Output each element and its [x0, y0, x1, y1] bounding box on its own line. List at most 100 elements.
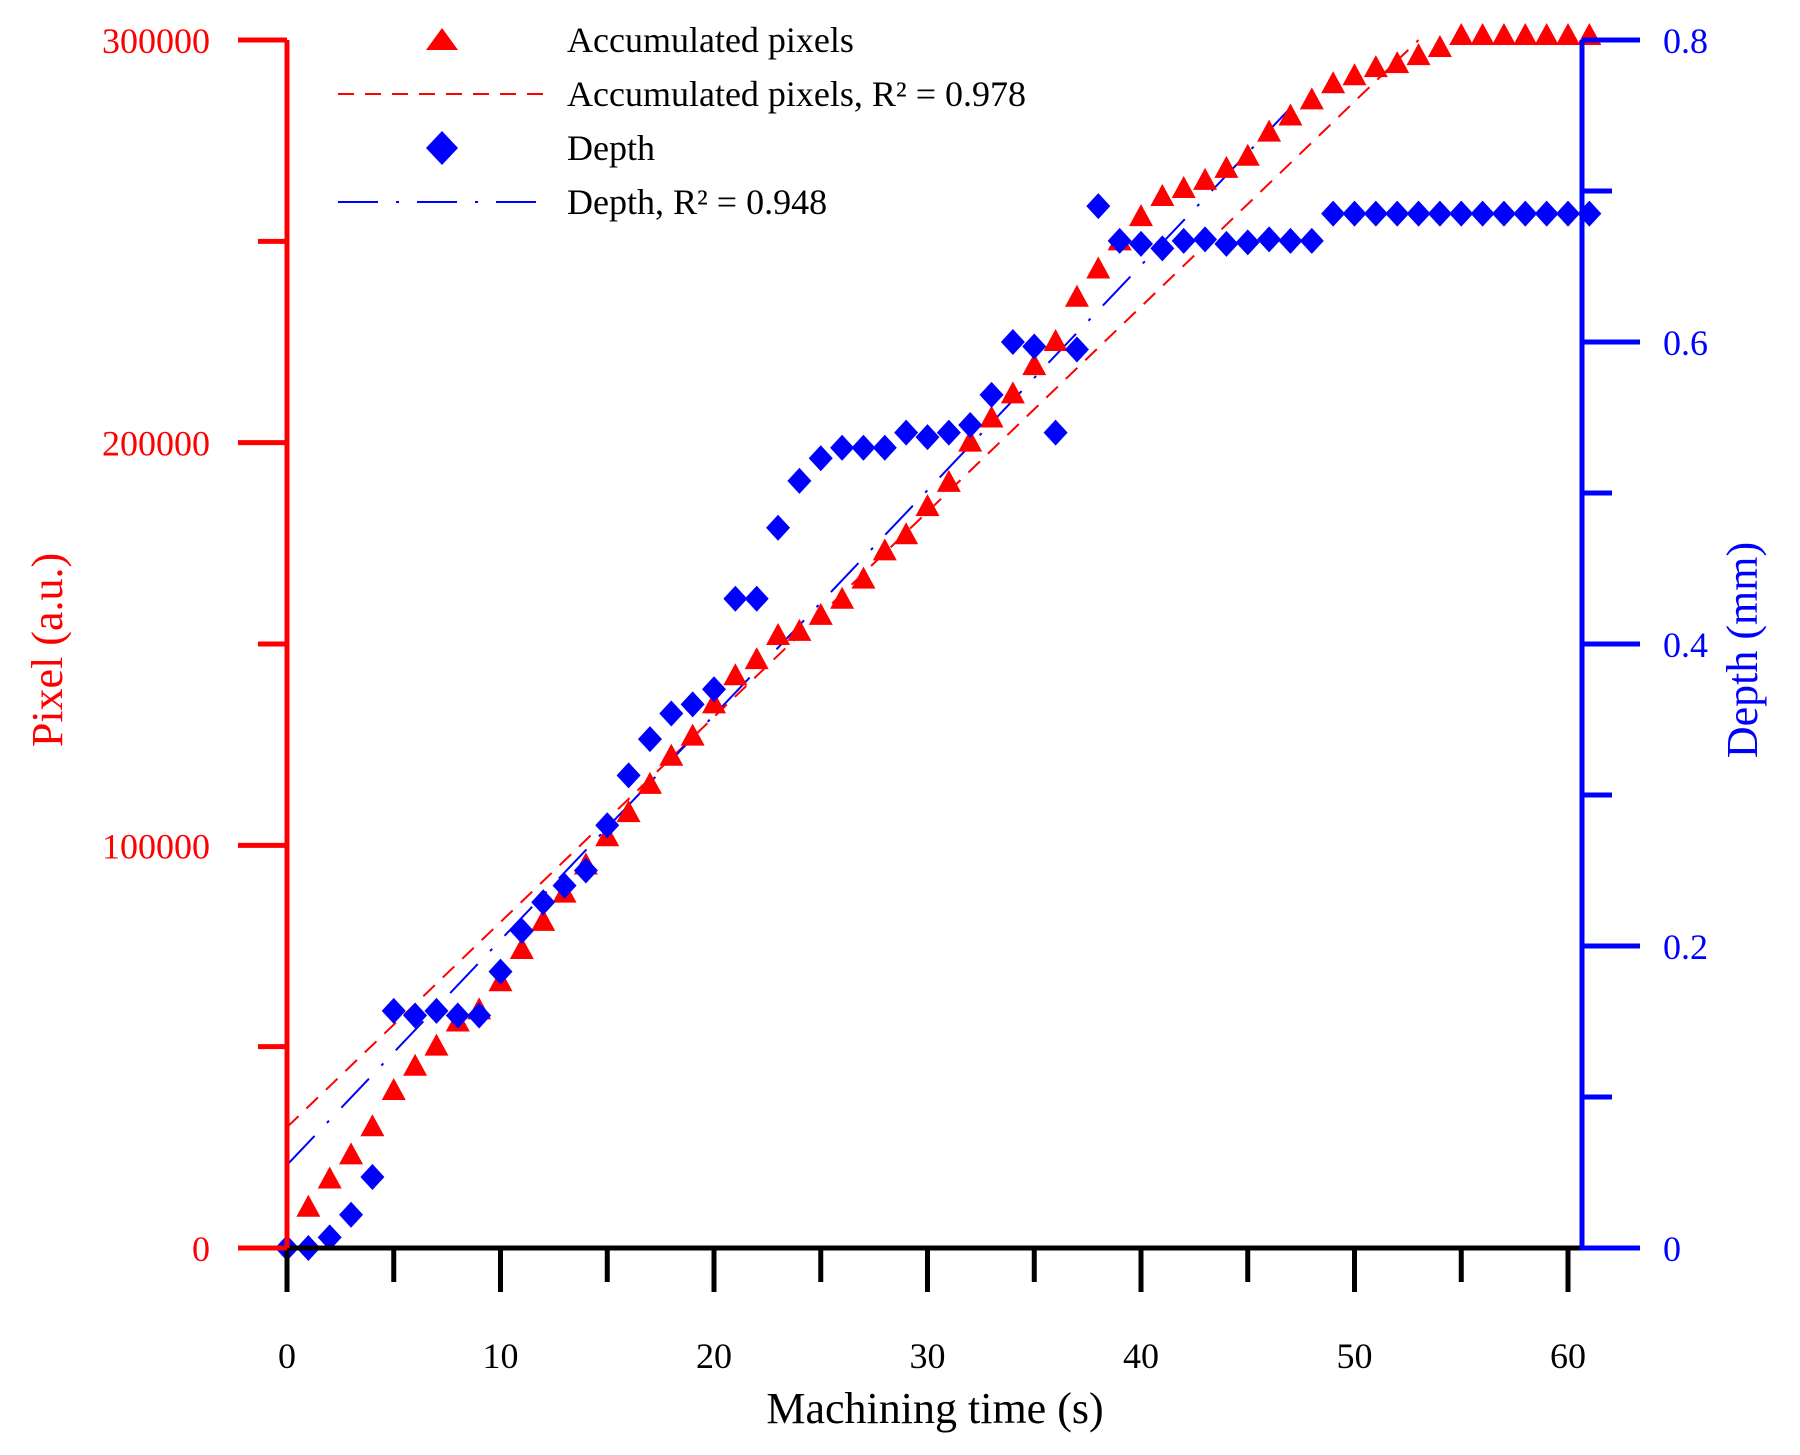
depth-point [872, 434, 897, 461]
right-tick-label: 0.2 [1663, 927, 1708, 967]
depth-point [637, 726, 662, 753]
depth-point [381, 997, 406, 1024]
pixel-point [702, 691, 726, 714]
pixel-point [616, 800, 641, 823]
depth-point [509, 917, 534, 944]
pixel-point [1064, 284, 1089, 307]
depth-point [1470, 200, 1495, 227]
depth-point [1363, 200, 1388, 227]
pixel-point [872, 538, 897, 561]
fit-lines [286, 39, 1420, 1166]
pixel-point [1321, 71, 1346, 94]
depth-point [659, 700, 684, 727]
right-tick-label: 0.6 [1663, 323, 1708, 363]
right-tick-label: 0 [1663, 1229, 1681, 1269]
pixel-point [936, 469, 961, 492]
depth-point [1321, 200, 1346, 227]
pixel-point [1278, 103, 1303, 126]
pixel-point [808, 602, 833, 625]
left-tick-label: 0 [192, 1229, 210, 1269]
pixel-point [339, 1142, 364, 1165]
depth-point [830, 434, 855, 461]
depth-point [1150, 235, 1175, 262]
depth-point [936, 419, 961, 446]
depth-point [1406, 200, 1431, 227]
x-tick-label: 10 [483, 1336, 519, 1376]
pixel-point [637, 771, 662, 794]
depth-point [317, 1224, 342, 1251]
depth-point [616, 762, 641, 789]
pixel-point [830, 586, 855, 609]
depth-point [595, 812, 620, 839]
pixel-point [851, 566, 876, 589]
pixel-point [723, 663, 748, 686]
depth-point [808, 445, 833, 472]
depth-point [702, 676, 726, 703]
depth-point [1129, 230, 1153, 257]
depth-point [1299, 227, 1324, 254]
pixel-point [509, 937, 534, 960]
legend-label-depth: Depth [567, 128, 655, 168]
depth-point [1022, 333, 1047, 360]
depth-point [1257, 226, 1282, 253]
pixel-point [1000, 381, 1025, 404]
pixel-point [1299, 87, 1324, 110]
depth-point [915, 424, 940, 451]
pixels-fit-line [286, 39, 1420, 1128]
pixel-point [1171, 175, 1196, 198]
legend-diamond-marker [426, 131, 458, 165]
legend: Accumulated pixels Accumulated pixels, R… [338, 20, 1026, 222]
right-axis-ticks: 0 0.2 0.4 0.6 0.8 [1582, 21, 1708, 1269]
pixel-point [403, 1053, 428, 1076]
depth-point [1427, 200, 1452, 227]
right-axis-title: Depth (mm) [1718, 542, 1767, 758]
pixel-point [1193, 167, 1218, 190]
x-tick-label: 30 [910, 1336, 946, 1376]
depth-point [403, 1002, 428, 1029]
depth-point [1385, 200, 1410, 227]
depth-point [1043, 419, 1068, 446]
depth-point [1513, 200, 1538, 227]
pixel-point [1129, 204, 1153, 227]
pixel-point [1385, 51, 1410, 74]
pixel-point [744, 647, 769, 670]
x-axis-ticks: 0 10 20 30 40 50 60 [278, 1248, 1586, 1376]
left-axis-ticks: 0 100000 200000 300000 [102, 21, 287, 1269]
depth-point [723, 585, 748, 612]
right-tick-label: 0.4 [1663, 625, 1708, 665]
pixel-point [1491, 22, 1516, 45]
x-tick-label: 40 [1123, 1336, 1159, 1376]
left-axis-title: Pixel (a.u.) [23, 553, 72, 747]
pixel-point [979, 405, 1004, 428]
depth-point [1000, 329, 1025, 355]
pixel-point [531, 908, 556, 931]
x-tick-label: 0 [278, 1336, 296, 1376]
depth-point [894, 419, 919, 446]
pixel-point [296, 1194, 321, 1217]
pixel-point [766, 622, 791, 645]
pixel-point [381, 1077, 406, 1100]
depth-point [1214, 230, 1239, 257]
pixel-point [1257, 119, 1282, 142]
pixel-point [915, 494, 940, 517]
depth-point [531, 889, 556, 916]
pixel-point [360, 1114, 385, 1137]
depth-series [275, 193, 1602, 1261]
depth-point [339, 1201, 364, 1228]
pixel-point [1150, 184, 1175, 207]
depth-point [424, 997, 449, 1024]
depth-point [1491, 200, 1516, 227]
depth-point [851, 434, 876, 461]
pixel-point [1534, 22, 1559, 45]
right-tick-label: 0.8 [1663, 21, 1708, 61]
depth-point [1107, 227, 1132, 254]
pixel-point [1427, 35, 1452, 58]
depth-point [1278, 227, 1303, 254]
depth-point [467, 1002, 492, 1029]
legend-label-pixels: Accumulated pixels [567, 20, 854, 60]
pixel-point [958, 429, 983, 452]
depth-point [1193, 226, 1218, 253]
depth-point [445, 1002, 470, 1029]
